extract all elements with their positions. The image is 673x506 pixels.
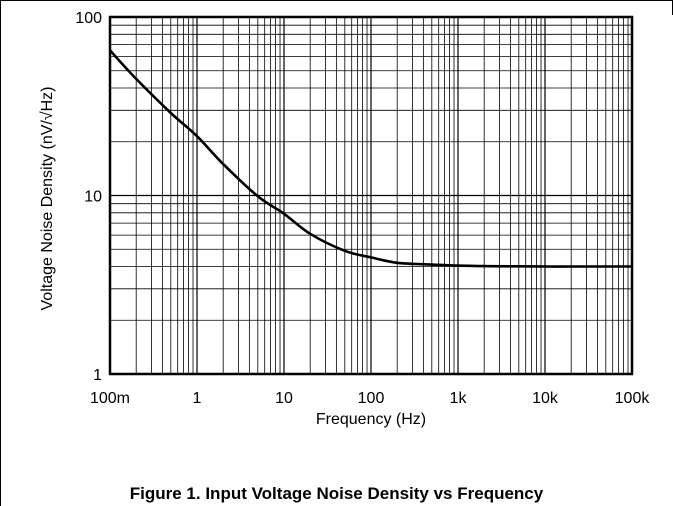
figure-caption: Figure 1. Input Voltage Noise Density vs… xyxy=(129,484,544,503)
x-tick-label: 100k xyxy=(615,390,651,407)
series-layer xyxy=(109,49,632,268)
grid-lines xyxy=(110,17,632,374)
y-tick-label: 100 xyxy=(75,10,102,27)
x-axis-label: Frequency (Hz) xyxy=(316,411,426,428)
y-tick-label: 1 xyxy=(93,367,102,384)
y-axis-label: Voltage Noise Density (nV/√Hz) xyxy=(39,87,56,311)
x-tick-label: 100m xyxy=(90,390,130,407)
y-tick-label: 10 xyxy=(84,189,102,206)
y-tick-labels: 1 10 100 xyxy=(75,10,102,384)
x-tick-label: 100 xyxy=(358,390,385,407)
x-tick-label: 10 xyxy=(275,390,293,407)
noise-density-series-line xyxy=(109,49,632,268)
plot-border xyxy=(108,15,634,376)
x-tick-label: 1 xyxy=(193,390,202,407)
x-tick-labels: 100m 1 10 100 1k 10k 100k xyxy=(90,390,650,407)
x-tick-label: 10k xyxy=(532,390,559,407)
x-tick-label: 1k xyxy=(450,390,468,407)
